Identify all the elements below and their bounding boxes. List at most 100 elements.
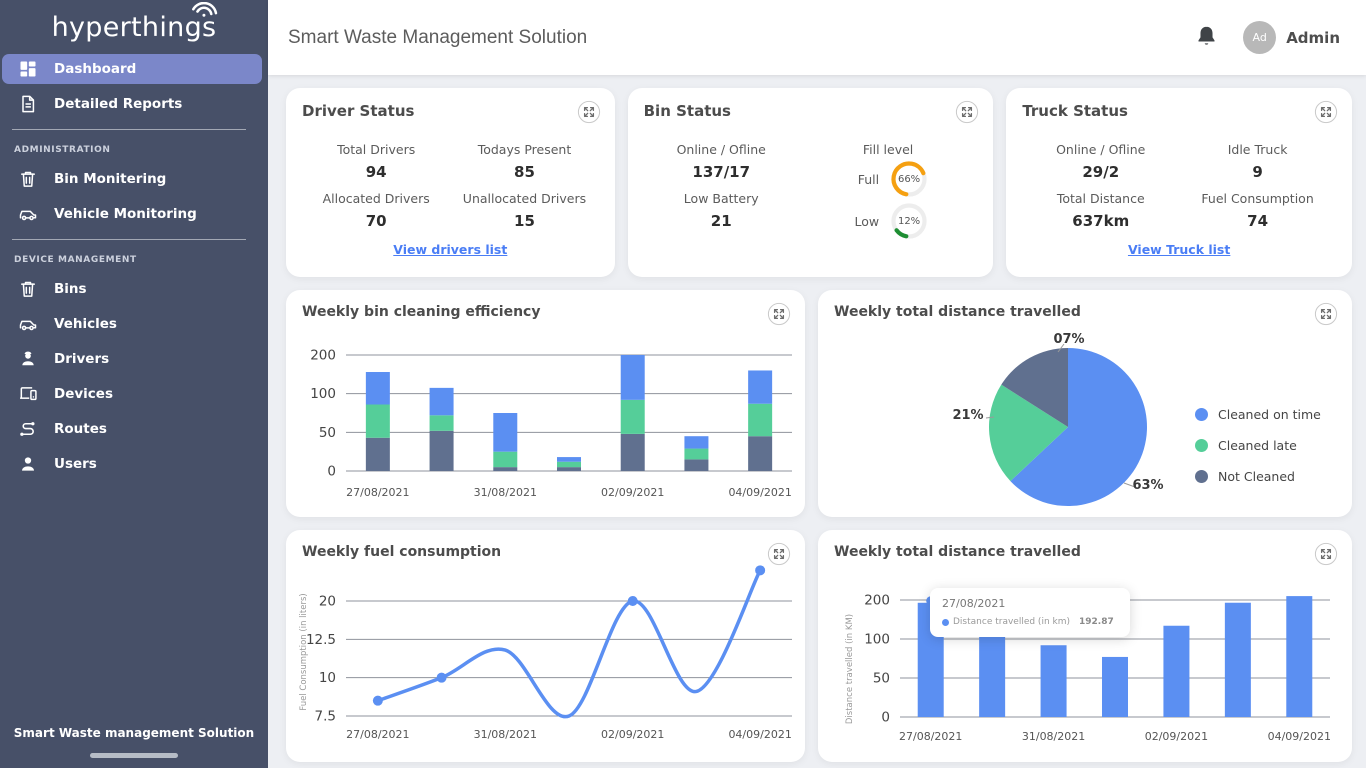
card-title: Weekly total distance travelled — [834, 544, 1081, 560]
notifications-bell-icon[interactable] — [1194, 24, 1219, 51]
expand-icon[interactable] — [577, 100, 601, 124]
card-title: Weekly fuel consumption — [302, 544, 502, 560]
sidebar-item-devices[interactable]: Devices — [2, 379, 262, 409]
stat-total-distance: Total Distance 637km — [1056, 191, 1145, 230]
sidebar: hyperthings Dashboard Detailed Reports A… — [0, 0, 268, 768]
sidebar-item-label: Vehicles — [54, 316, 117, 332]
sidebar-item-label: Bins — [54, 281, 87, 297]
svg-text:7.5: 7.5 — [315, 709, 336, 725]
sidebar-item-routes[interactable]: Routes — [2, 414, 262, 444]
tooltip-series-dot — [942, 618, 949, 626]
legend-item: Cleaned late — [1195, 438, 1321, 453]
distance-pie-chart[interactable] — [818, 290, 1352, 517]
svg-text:12.5: 12.5 — [306, 632, 336, 648]
sidebar-item-label: Dashboard — [54, 61, 137, 77]
svg-text:27/08/2021: 27/08/2021 — [346, 486, 409, 499]
distance-bar-chart[interactable]: 0 50 100 200 27/08/2021 31/08/2021 02/09/2021 0… — [824, 590, 1344, 747]
expand-icon[interactable] — [1314, 100, 1338, 124]
sidebar-divider — [12, 129, 246, 130]
stat-fuel-consumption: Fuel Consumption 74 — [1201, 191, 1314, 230]
expand-icon[interactable] — [955, 100, 979, 124]
sidebar-item-label: Detailed Reports — [54, 96, 183, 112]
legend-item: Not Cleaned — [1195, 469, 1321, 484]
stat-unallocated-drivers: Unallocated Drivers 15 — [462, 191, 587, 230]
car-icon — [18, 314, 38, 334]
logo: hyperthings — [0, 0, 268, 49]
legend-dot — [1195, 408, 1208, 421]
sidebar-section-administration: ADMINISTRATION — [14, 145, 111, 155]
fill-level-title: Fill level — [862, 142, 914, 157]
sidebar-footer: Smart Waste management Solution — [0, 726, 268, 768]
full-gauge: 66% — [889, 159, 929, 199]
card-title: Bin Status — [643, 102, 731, 120]
truck-status-card: Truck Status Online / Ofline 29/2 Idle T… — [1006, 88, 1352, 277]
view-truck-list-link[interactable]: View Truck list — [1127, 242, 1231, 257]
user-menu[interactable]: Ad Admin — [1243, 21, 1340, 54]
legend-dot — [1195, 439, 1208, 452]
sidebar-item-detailed-reports[interactable]: Detailed Reports — [2, 89, 262, 119]
tooltip-value: 192.87 — [1079, 617, 1114, 627]
sidebar-scrollbar-handle[interactable] — [90, 753, 178, 758]
card-title: Weekly bin cleaning efficiency — [302, 304, 541, 320]
expand-icon[interactable] — [1314, 542, 1338, 566]
user-icon — [18, 454, 38, 474]
sidebar-item-label: Vehicle Monitoring — [54, 206, 197, 222]
fuel-consumption-line-chart[interactable]: 7.5 10 12.5 20 27/08/2021 31/08/2021 02/09/202… — [288, 565, 800, 745]
svg-text:200: 200 — [864, 593, 890, 609]
devices-icon — [18, 384, 38, 404]
route-icon — [18, 419, 38, 439]
sidebar-item-vehicle-monitoring[interactable]: Vehicle Monitoring — [2, 199, 262, 229]
bin-cleaning-efficiency-card: Weekly bin cleaning efficiency 0 50 100 200… — [286, 290, 805, 517]
svg-text:50: 50 — [873, 671, 890, 687]
report-icon — [18, 94, 38, 114]
svg-text:100: 100 — [864, 632, 890, 648]
driver-icon — [18, 349, 38, 369]
sidebar-item-users[interactable]: Users — [2, 449, 262, 479]
sidebar-item-dashboard[interactable]: Dashboard — [2, 54, 262, 84]
bin-cleaning-stacked-bar-chart[interactable]: 0 50 100 200 27/08/2021 31/08/2021 02/09/2021 0… — [288, 343, 800, 503]
dashboard-content: Driver Status Total Drivers 94 Todays Pr… — [268, 75, 1366, 768]
svg-text:31/08/2021: 31/08/2021 — [474, 486, 537, 499]
svg-text:100: 100 — [310, 386, 336, 402]
svg-text:02/09/2021: 02/09/2021 — [601, 486, 664, 499]
stat-low-battery: Low Battery 21 — [683, 191, 759, 230]
svg-text:50: 50 — [319, 425, 336, 441]
pie-label-cleaned-late: 21% — [952, 408, 984, 423]
sidebar-item-label: Bin Monitering — [54, 171, 167, 187]
sidebar-item-vehicles[interactable]: Vehicles — [2, 309, 262, 339]
stat-online-ofline: Online / Ofline 29/2 — [1056, 142, 1146, 181]
expand-icon[interactable] — [767, 542, 791, 566]
logo-text: hyperthings — [51, 12, 217, 43]
expand-icon[interactable] — [767, 302, 791, 326]
view-drivers-list-link[interactable]: View drivers list — [393, 242, 508, 257]
user-name: Admin — [1286, 28, 1340, 47]
fuel-consumption-card: Weekly fuel consumption Fuel Consumption… — [286, 530, 805, 762]
svg-text:0: 0 — [881, 710, 890, 726]
distance-pie-card: Weekly total distance travelled 07% 21% … — [818, 290, 1352, 517]
svg-text:04/09/2021: 04/09/2021 — [728, 486, 791, 499]
legend-item: Cleaned on time — [1195, 407, 1321, 422]
bin-status-card: Bin Status Online / Ofline 137/17 Low Ba… — [627, 88, 994, 277]
svg-text:0: 0 — [327, 464, 336, 480]
sidebar-section-device-management: DEVICE MANAGEMENT — [14, 255, 137, 265]
pie-legend: Cleaned on time Cleaned late Not Cleaned — [1195, 407, 1321, 484]
pie-label-cleaned-on-time: 63% — [1132, 478, 1164, 493]
svg-text:02/09/2021: 02/09/2021 — [601, 728, 664, 741]
card-title: Driver Status — [302, 102, 415, 120]
svg-text:200: 200 — [310, 348, 336, 364]
sidebar-item-bins[interactable]: Bins — [2, 274, 262, 304]
signal-waves-icon — [192, 1, 218, 23]
top-header: Smart Waste Management Solution Ad Admin — [268, 0, 1366, 75]
stat-idle-truck: Idle Truck 9 — [1227, 142, 1288, 181]
pie-label-not-cleaned: 07% — [1053, 332, 1085, 347]
sidebar-item-drivers[interactable]: Drivers — [2, 344, 262, 374]
svg-text:10: 10 — [319, 670, 336, 686]
svg-text:27/08/2021: 27/08/2021 — [346, 728, 409, 741]
sidebar-divider — [12, 239, 246, 240]
sidebar-item-label: Devices — [54, 386, 113, 402]
sidebar-item-bin-monitering[interactable]: Bin Monitering — [2, 164, 262, 194]
car-icon — [18, 204, 38, 224]
stat-total-drivers: Total Drivers 94 — [337, 142, 416, 181]
legend-dot — [1195, 470, 1208, 483]
